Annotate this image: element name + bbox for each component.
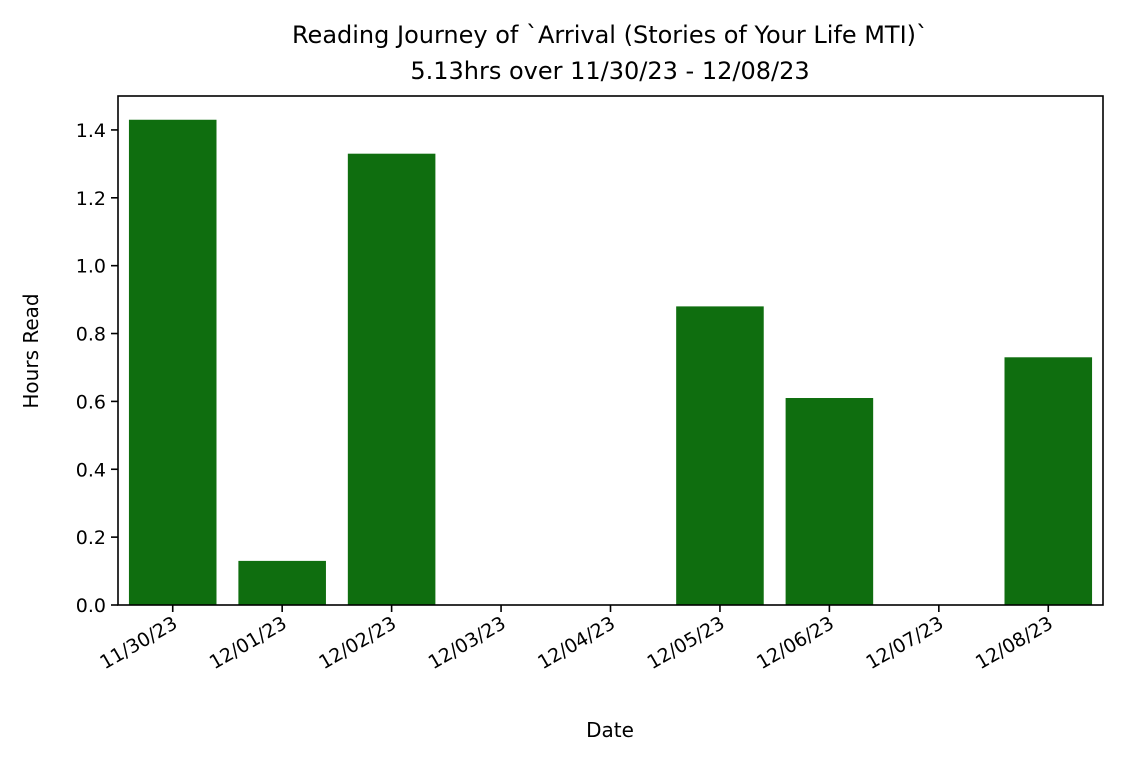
y-tick-label: 0.8 bbox=[76, 324, 106, 346]
bar-12-01-23 bbox=[238, 560, 326, 605]
bar-12-06-23 bbox=[785, 398, 874, 605]
y-axis: 0.0 0.2 0.4 0.6 0.8 1.0 1.2 1.4 bbox=[76, 120, 118, 617]
bar-11-30-23 bbox=[128, 119, 217, 605]
y-tick-label: 1.4 bbox=[76, 120, 106, 142]
y-tick-label: 1.2 bbox=[76, 188, 106, 210]
chart-subtitle: 5.13hrs over 11/30/23 - 12/08/23 bbox=[410, 57, 809, 85]
chart-title: Reading Journey of `Arrival (Stories of … bbox=[292, 21, 928, 49]
bar-12-08-23 bbox=[1004, 357, 1093, 605]
bar-series bbox=[128, 119, 1093, 605]
x-axis-label: Date bbox=[586, 718, 634, 742]
y-tick-label: 0.4 bbox=[76, 459, 106, 481]
y-tick-label: 1.0 bbox=[76, 256, 106, 278]
y-axis-label: Hours Read bbox=[19, 293, 43, 408]
bar-12-02-23 bbox=[347, 153, 436, 605]
y-tick-label: 0.0 bbox=[76, 595, 106, 617]
bar-12-05-23 bbox=[676, 306, 764, 605]
y-tick-label: 0.6 bbox=[76, 391, 106, 413]
y-tick-label: 0.2 bbox=[76, 527, 106, 549]
